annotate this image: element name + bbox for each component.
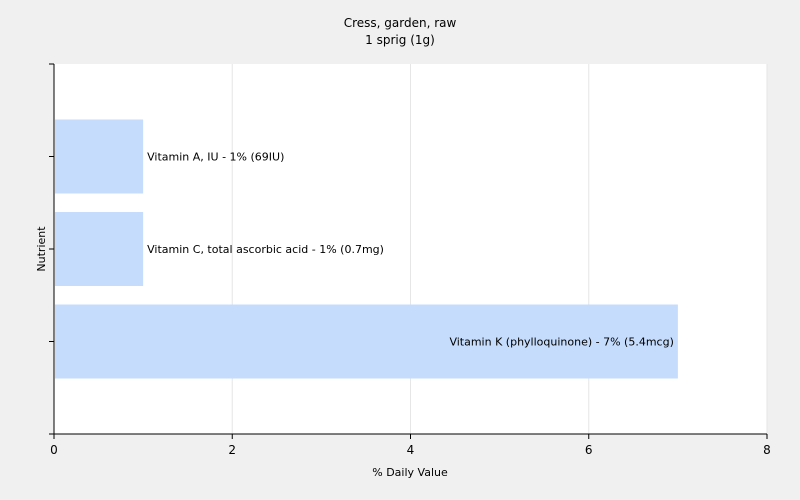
- x-axis-title: % Daily Value: [372, 466, 448, 479]
- x-tick-label: 8: [763, 443, 771, 457]
- y-axis-title: Nutrient: [35, 226, 48, 272]
- bars: Vitamin A, IU - 1% (69IU) Vitamin C, tota…: [55, 119, 678, 379]
- chart-title: Cress, garden, raw: [344, 16, 457, 30]
- bar-data-label: Vitamin A, IU - 1% (69IU): [147, 151, 284, 164]
- x-tick-label: 2: [228, 443, 236, 457]
- bar: [55, 304, 678, 379]
- bar: [55, 212, 144, 286]
- bar: [55, 119, 144, 194]
- bar-data-label: Vitamin C, total ascorbic acid - 1% (0.7…: [147, 243, 384, 256]
- axes: 0 2 4 6 8: [49, 63, 771, 457]
- bar-data-label: Vitamin K (phylloquinone) - 7% (5.4mcg): [449, 336, 673, 349]
- x-tick-label: 0: [50, 443, 58, 457]
- chart-subtitle: 1 sprig (1g): [365, 33, 435, 47]
- x-tick-label: 4: [407, 443, 415, 457]
- x-tick-label: 6: [585, 443, 593, 457]
